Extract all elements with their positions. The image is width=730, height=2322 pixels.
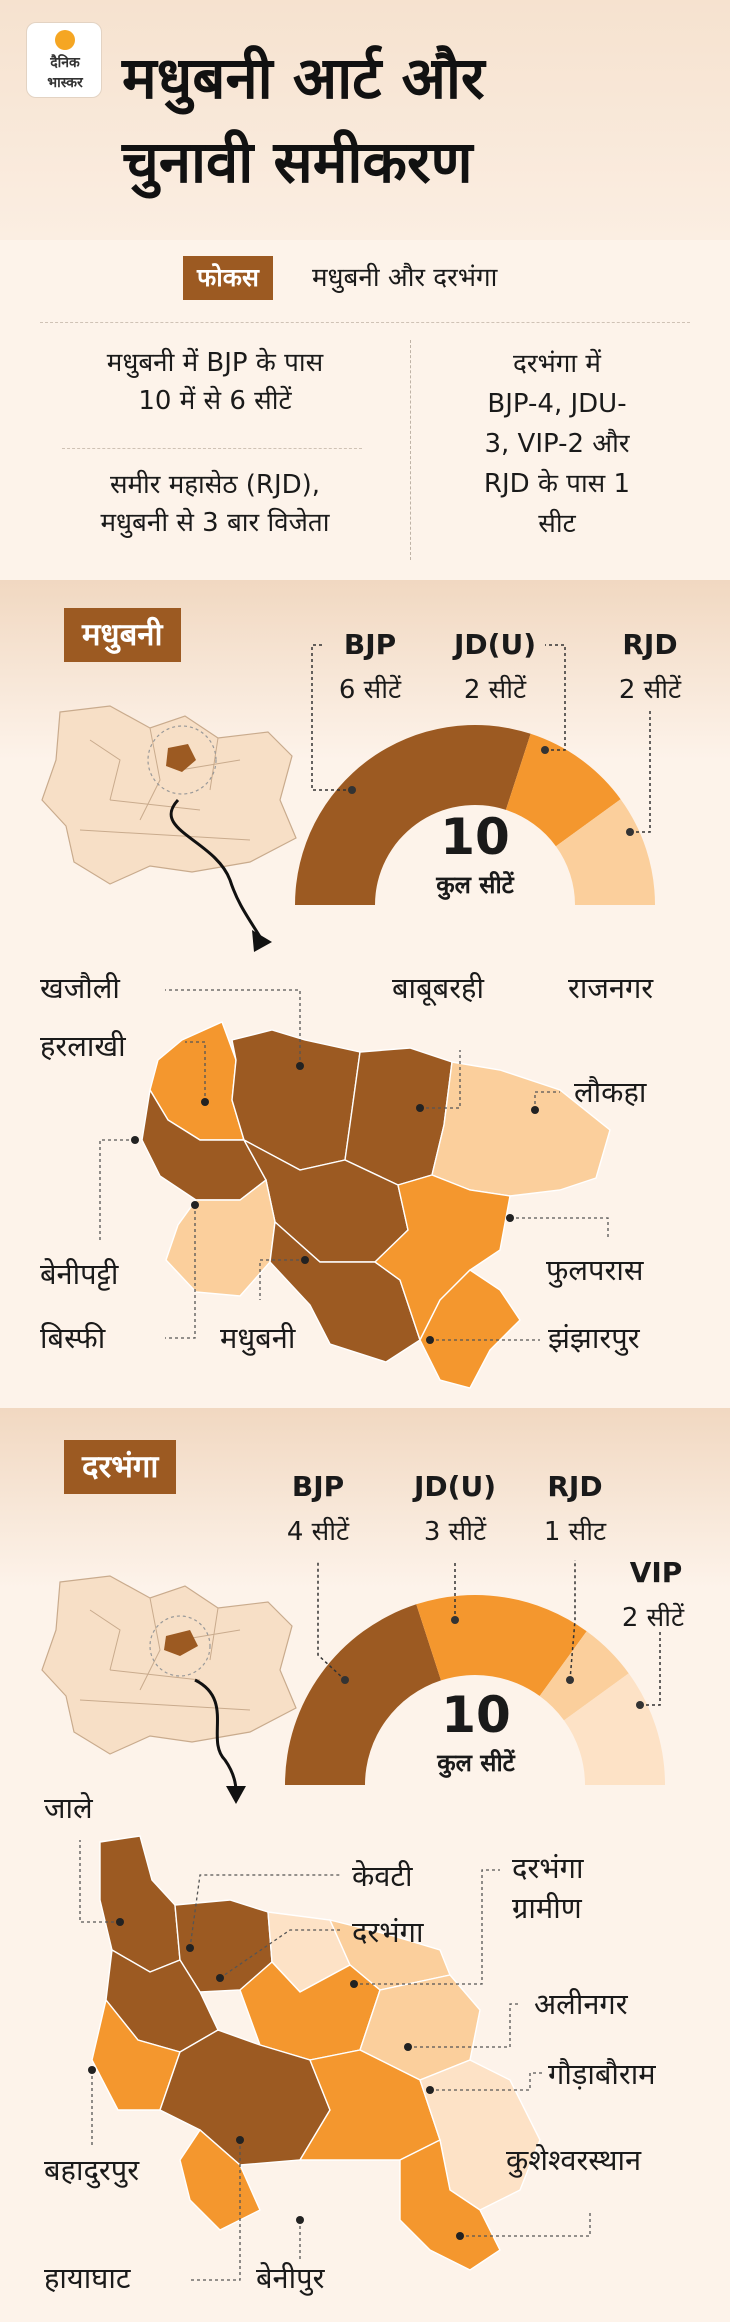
fact-darbhanga: दरभंगा में BJP-4, JDU- 3, VIP-2 और RJD क…	[432, 344, 682, 544]
fact-line: मधुबनी में BJP के पास	[106, 348, 324, 378]
fact-line: RJD के पास 1	[483, 469, 631, 499]
header	[0, 0, 730, 240]
darbhanga-total-label: कुल सीटें	[437, 1749, 515, 1777]
madhubani-place: हरलाखी	[40, 1029, 126, 1063]
logo-line-2: भास्कर	[47, 75, 83, 91]
madhubani-place: लौकहा	[574, 1075, 647, 1109]
fact-sameer: समीर महासेठ (RJD), मधुबनी से 3 बार विजेत…	[40, 466, 390, 542]
zoom-arrow	[194, 1678, 238, 1793]
darbhanga-place: कुशेश्वरस्थान	[506, 2143, 642, 2177]
sun-icon	[55, 30, 75, 50]
madhubani-place: फुलपरास	[546, 1253, 644, 1287]
fact-line: मधुबनी से 3 बार विजेता	[100, 508, 330, 538]
darbhanga-place: हायाघाट	[44, 2261, 131, 2295]
madhubani-party-name: JD(U)	[454, 628, 536, 661]
madhubani-party-seats: 2 सीटें	[463, 675, 527, 705]
darbhanga-place-dots	[88, 1918, 464, 2240]
darbhanga-party-name: VIP	[629, 1556, 683, 1589]
madhubani-segment-jdu	[505, 733, 621, 847]
madhubani-party-seats: 2 सीटें	[618, 675, 682, 705]
fact-line: 3, VIP-2 और	[484, 429, 630, 459]
madhubani-segment-bjp	[295, 725, 531, 905]
darbhanga-place: दरभंगा	[352, 1915, 424, 1949]
madhubani-place: खजौली	[40, 971, 120, 1005]
madhubani-label: मधुबनी	[64, 608, 181, 662]
bihar-outline-map-darbhanga	[41, 1575, 297, 1755]
darbhanga-party-seats: 2 सीटें	[621, 1603, 685, 1633]
darbhanga-label: दरभंगा	[64, 1440, 177, 1494]
darbhanga-party-name: JD(U)	[414, 1470, 496, 1503]
darbhanga-place-leaders	[79, 1840, 591, 2281]
madhubani-place: बाबूबरही	[392, 971, 484, 1005]
madhubani-party-name: BJP	[343, 628, 397, 661]
divider	[62, 448, 362, 449]
darbhanga-place: बहादुरपुर	[44, 2153, 140, 2187]
darbhanga-place: दरभंगा ग्रामीण	[512, 1851, 584, 1925]
darbhanga-district-map	[91, 1835, 541, 2271]
dainik-bhaskar-logo: दैनिक भास्कर	[26, 22, 102, 98]
darbhanga-place: गौड़ाबौराम	[548, 2057, 656, 2091]
darbhanga-party-seats: 4 सीटें	[286, 1517, 350, 1547]
madhubani-party-name: RJD	[622, 628, 678, 661]
darbhanga-place: केवटी	[352, 1859, 413, 1893]
madhubani-donut-leaders	[311, 644, 651, 833]
darbhanga-place: जाले	[44, 1791, 93, 1825]
madhubani-seat-donut	[295, 725, 655, 905]
darbhanga-party-seats: 1 सीट	[543, 1517, 607, 1547]
fact-line: सीट	[538, 509, 576, 539]
fact-line: समीर महासेठ (RJD),	[109, 470, 321, 500]
bihar-outline-map-madhubani	[41, 705, 297, 885]
madhubani-district-map	[141, 1021, 611, 1389]
page-title-line-2: चुनावी समीकरण	[122, 128, 473, 196]
divider	[40, 322, 690, 323]
logo-line-1: दैनिक	[50, 55, 80, 71]
madhubani-place: बिस्फी	[40, 1321, 106, 1355]
darbhanga-party-name: RJD	[547, 1470, 603, 1503]
madhubani-place: बेनीपट्टी	[40, 1257, 119, 1291]
madhubani-place: झंझारपुर	[548, 1321, 640, 1355]
fact-madhubani-bjp: मधुबनी में BJP के पास 10 में से 6 सीटें	[40, 344, 390, 420]
madhubani-total-label: कुल सीटें	[436, 871, 514, 899]
madhubani-segment-rjd	[555, 799, 655, 905]
darbhanga-place: अलीनगर	[534, 1987, 628, 2021]
focus-badge: फोकस	[183, 256, 273, 300]
darbhanga-donut-leaders	[317, 1560, 661, 1706]
darbhanga-segment-rjd	[539, 1631, 629, 1721]
darbhanga-segment-bjp	[285, 1604, 442, 1785]
darbhanga-party-seats: 3 सीटें	[423, 1517, 487, 1547]
madhubani-total-number: 10	[440, 808, 510, 866]
fact-line: BJP-4, JDU-	[487, 389, 627, 419]
divider-vertical	[410, 340, 411, 560]
fact-line: दरभंगा में	[513, 349, 601, 379]
page-title-line-1: मधुबनी आर्ट और	[122, 44, 485, 112]
darbhanga-place: बेनीपुर	[256, 2261, 325, 2295]
madhubani-place-leaders	[99, 989, 609, 1341]
fact-line: 10 में से 6 सीटें	[138, 386, 292, 416]
madhubani-place-dots	[131, 1062, 539, 1344]
madhubani-place: मधुबनी	[220, 1321, 296, 1355]
madhubani-party-seats: 6 सीटें	[338, 675, 402, 705]
focus-text: मधुबनी और दरभंगा	[312, 263, 498, 293]
zoom-arrow	[169, 798, 264, 941]
darbhanga-party-name: BJP	[291, 1470, 345, 1503]
madhubani-place: राजनगर	[568, 971, 654, 1005]
darbhanga-total-number: 10	[441, 1686, 511, 1744]
